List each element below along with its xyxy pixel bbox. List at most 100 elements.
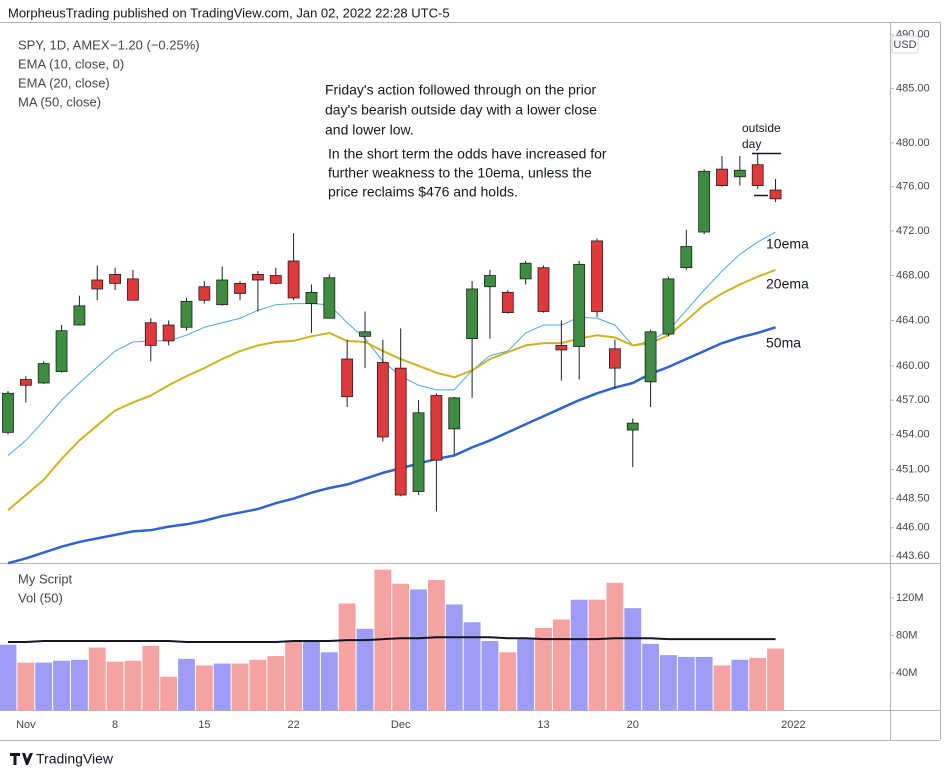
- candle-body: [448, 397, 461, 430]
- x-tick-label: 15: [198, 719, 210, 731]
- y-tick-label: 480.00: [896, 137, 930, 149]
- y-tick-label: 464.00: [896, 314, 930, 326]
- x-tick-label: 2022: [781, 719, 805, 731]
- candle-body: [55, 330, 68, 372]
- volume-bar: [570, 599, 588, 711]
- legend-entry: MA (50, close): [18, 94, 101, 109]
- candle-body: [127, 278, 139, 301]
- volume-bar: [410, 589, 427, 711]
- annotation: day's bearish outside day with a lower c…: [325, 102, 597, 118]
- y-tick-label: 448.50: [896, 492, 930, 504]
- volume-bar: [677, 656, 695, 711]
- x-tick-label: 8: [112, 719, 118, 731]
- annotation: Friday's action followed through on the …: [325, 82, 596, 98]
- symbol: SPY, 1D, AMEX: [18, 37, 110, 52]
- candle-body: [430, 395, 443, 461]
- candle-body: [144, 322, 157, 346]
- candle-body: [376, 362, 389, 438]
- y-tick-label: 472.00: [896, 225, 930, 237]
- candle-body: [501, 291, 514, 313]
- annotation: outside: [742, 121, 781, 135]
- candle-body: [751, 164, 764, 187]
- candle-body: [2, 392, 14, 433]
- candle-body: [733, 169, 746, 178]
- candle-body: [359, 331, 371, 337]
- volume-bar: [392, 583, 410, 711]
- candle-body: [698, 170, 711, 233]
- candle-body: [626, 422, 639, 431]
- volume-bar: [178, 658, 195, 711]
- candle-body: [573, 263, 586, 347]
- y-tick-label: 460.00: [896, 360, 930, 372]
- volume-bar: [427, 580, 445, 711]
- y-tick-label: 120M: [896, 592, 924, 604]
- volume-bar: [642, 643, 660, 711]
- volume-bar: [588, 599, 606, 711]
- volume-bar: [499, 652, 517, 711]
- volume-bar: [731, 659, 749, 711]
- ma-line: [7, 231, 776, 456]
- study-name: Vol (50): [18, 590, 63, 605]
- x-tick-label: Nov: [16, 719, 36, 731]
- volume-bar: [338, 603, 356, 711]
- ma-line: [7, 268, 776, 511]
- volume-bar: [767, 648, 784, 711]
- annotation: 10ema: [766, 236, 809, 252]
- candle-body: [484, 275, 496, 288]
- volume-bar: [463, 622, 481, 711]
- volume-bar: [320, 652, 338, 711]
- volume-bar: [160, 676, 178, 711]
- volume-bar: [142, 645, 160, 711]
- y-tick-label: 443.60: [896, 550, 930, 562]
- candle-body: [216, 279, 229, 306]
- volume-bar: [713, 665, 731, 711]
- candle-body: [305, 291, 318, 304]
- candle-body: [537, 267, 550, 312]
- candle-body: [287, 260, 300, 299]
- volume-bar: [35, 662, 53, 711]
- y-tick-label: 485.00: [896, 82, 930, 94]
- annotation: price reclaims $476 and holds.: [328, 184, 518, 200]
- annotation: 50ma: [766, 335, 801, 351]
- candle-body: [412, 412, 425, 492]
- candle-body: [769, 189, 782, 200]
- volume-bar: [195, 665, 213, 711]
- volume-bar: [356, 628, 374, 711]
- y-tick-label: 446.00: [896, 522, 930, 534]
- y-tick-label: 476.00: [896, 181, 930, 193]
- candle-body: [234, 282, 246, 294]
- volume-bar: [517, 639, 535, 711]
- volume-bar: [481, 641, 499, 711]
- volume-bar: [106, 661, 124, 711]
- candle-body: [519, 262, 532, 280]
- candle-body: [555, 345, 568, 351]
- volume-ma-line: [8, 636, 776, 643]
- volume-bar: [124, 660, 142, 711]
- change: −1.20 (−0.25%): [110, 37, 200, 52]
- candle-body: [19, 379, 32, 386]
- candle-body: [269, 275, 282, 284]
- candle-body: [341, 358, 354, 398]
- candle-body: [198, 286, 211, 301]
- legend-entry: EMA (10, close, 0): [18, 56, 124, 71]
- volume-bar: [535, 627, 552, 711]
- candle-body: [662, 278, 675, 335]
- currency-badge: [891, 35, 919, 54]
- y-tick-label: 457.00: [896, 394, 930, 406]
- candle-body: [109, 274, 121, 284]
- annotation: In the short term the odds have increase…: [328, 146, 607, 162]
- candle-body: [162, 324, 175, 342]
- brand: TradingView: [36, 751, 114, 767]
- candle-body: [91, 279, 104, 290]
- candle-body: [466, 288, 479, 339]
- footer: TradingView: [10, 751, 114, 767]
- volume-bar: [606, 582, 624, 711]
- study-name: My Script: [18, 571, 73, 586]
- volume-bar: [231, 663, 249, 711]
- header: MorpheusTrading published on TradingView…: [8, 5, 450, 20]
- y-tick-label: 454.00: [896, 429, 930, 441]
- candle-body: [591, 240, 603, 312]
- annotation: further weakness to the 10ema, unless th…: [328, 165, 592, 181]
- annotation: and lower low.: [325, 122, 414, 138]
